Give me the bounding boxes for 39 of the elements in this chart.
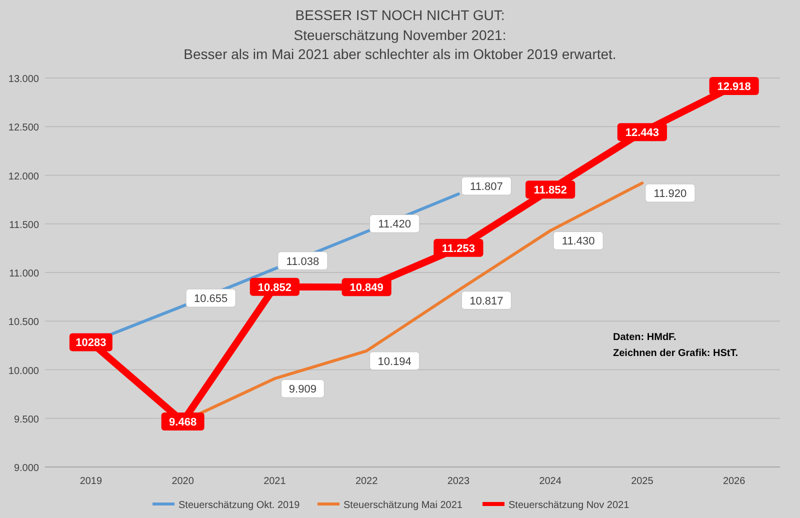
annotation: Daten: HMdF. [613, 332, 677, 343]
y-tick-label: 9.000 [14, 463, 40, 474]
data-label: 11.430 [562, 236, 595, 248]
legend-label: Steuerschätzung Mai 2021 [344, 500, 463, 511]
x-tick-label: 2024 [539, 476, 562, 487]
y-tick-label: 11.000 [9, 268, 40, 280]
data-label: 10.849 [350, 282, 384, 294]
y-tick-label: 11.500 [9, 220, 40, 231]
data-label: 10.852 [258, 282, 292, 294]
chart-subtitle: Steuerschätzung November 2021: Besser als im Mai 2021 aber schlechter als im Oktober 2019 erwartet. [184, 27, 616, 62]
data-label: 11.852 [534, 184, 567, 197]
annotation: Zeichnen der Grafik: HStT. [613, 348, 738, 359]
x-tick-label: 2026 [722, 476, 746, 487]
x-tick-label: 2022 [355, 476, 378, 487]
y-tick-label: 12.500 [8, 122, 40, 134]
y-tick-label: 10.500 [8, 317, 40, 328]
data-label: 11.420 [378, 218, 411, 231]
x-tick-label: 2023 [447, 476, 470, 487]
data-label: 11.038 [286, 256, 320, 268]
legend-label: Steuerschätzung Nov 2021 [508, 500, 630, 511]
y-tick-label: 13.000 [8, 74, 40, 85]
x-tick-label: 2021 [264, 476, 286, 487]
data-label: 10.817 [470, 295, 504, 308]
data-label: 10.655 [194, 293, 228, 306]
data-label: 9.909 [288, 384, 316, 396]
data-label: 11.920 [654, 188, 687, 200]
data-label: 11.253 [442, 242, 475, 255]
data-label: 12.918 [717, 80, 751, 93]
chart-title: BESSER IST NOCH NICHT GUT: [295, 7, 505, 23]
data-label: 12.443 [625, 127, 660, 140]
y-tick-label: 12.000 [8, 171, 40, 182]
data-label: 10.194 [378, 356, 412, 368]
x-tick-label: 2019 [80, 476, 102, 487]
x-tick-label: 2025 [631, 476, 654, 487]
y-tick-label: 10.000 [8, 366, 40, 377]
legend-label: Steuerschätzung Okt. 2019 [178, 500, 300, 511]
y-tick-label: 9.500 [14, 414, 40, 426]
x-tick-label: 2020 [172, 476, 194, 487]
data-label: 11.807 [470, 181, 503, 194]
